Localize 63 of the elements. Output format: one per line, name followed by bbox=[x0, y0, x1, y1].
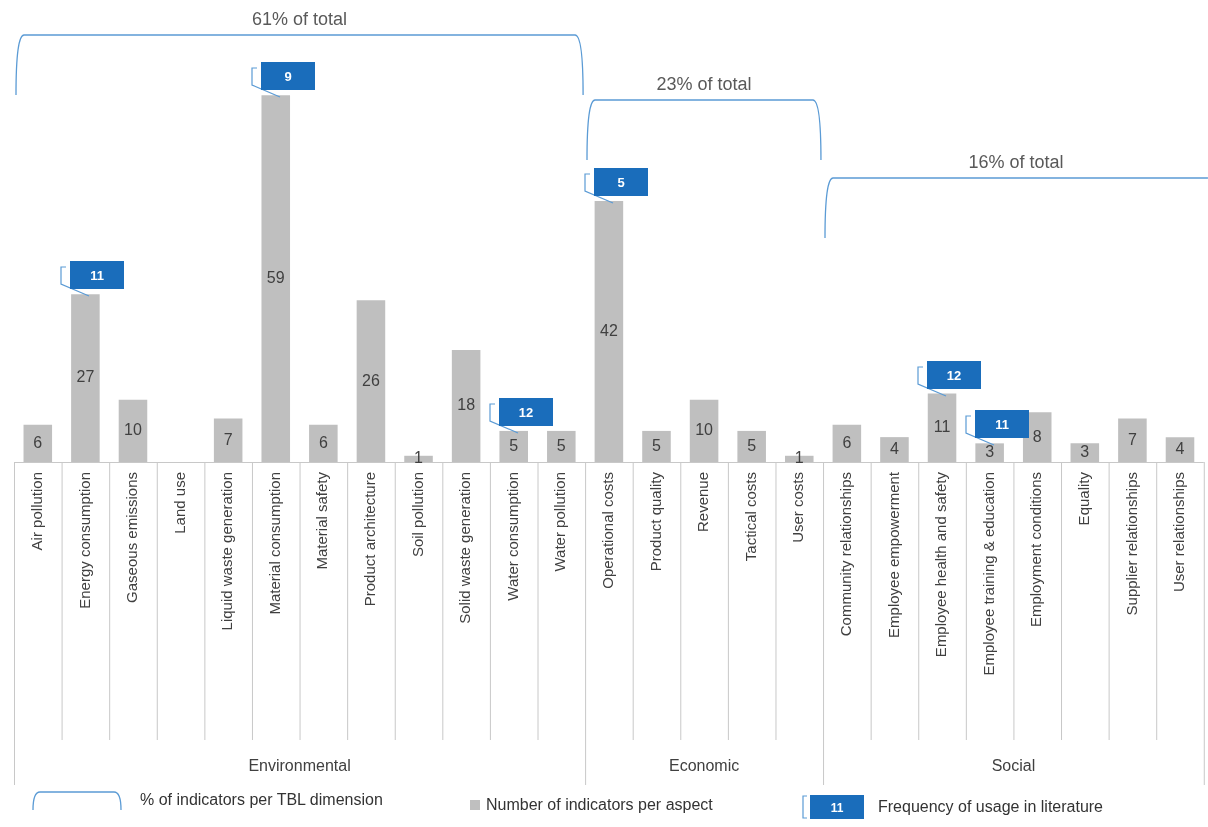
text: % of indicators per TBL dimension bbox=[140, 791, 383, 809]
x-tick-label: Liquid waste generation bbox=[218, 472, 236, 631]
data-label: 1 bbox=[414, 449, 424, 467]
x-tick-label: Land use bbox=[170, 472, 188, 534]
x-tick-label: User costs bbox=[789, 472, 807, 543]
data-label: 6 bbox=[33, 433, 43, 451]
x-tick-label: Material consumption bbox=[265, 472, 283, 615]
x-tick-label: Equality bbox=[1074, 471, 1092, 526]
x-tick-label: Employee empowerment bbox=[884, 471, 902, 638]
data-label: 27 bbox=[76, 368, 95, 386]
annotation: 11 bbox=[994, 417, 1009, 433]
x-tick-label: Air pollution bbox=[27, 472, 45, 551]
text: Frequency of usage in literature bbox=[878, 798, 1104, 816]
annotation: 11 bbox=[90, 268, 105, 284]
data-label: 8 bbox=[1032, 427, 1042, 445]
data-label: 42 bbox=[600, 321, 618, 339]
data-label: 11 bbox=[933, 418, 951, 436]
x-tick-label: Energy consumption bbox=[75, 472, 93, 609]
x-tick-label: Product quality bbox=[646, 471, 664, 572]
x-tick-label: Supplier relationships bbox=[1122, 472, 1140, 616]
x-tick-label: Community relationships bbox=[837, 472, 854, 637]
data-label: 6 bbox=[842, 433, 852, 451]
x-tick-label: Water pollution bbox=[551, 472, 569, 572]
x-tick-label: User relationships bbox=[1170, 472, 1188, 593]
x-tick-label: Solid waste generation bbox=[456, 472, 474, 624]
data-label: 5 bbox=[509, 436, 519, 454]
annotation: 12 bbox=[946, 367, 962, 383]
data-label: 4 bbox=[1175, 439, 1185, 457]
x-tick-label: Employee training & education bbox=[979, 472, 997, 676]
data-label: 5 bbox=[652, 436, 662, 454]
data-label: 6 bbox=[318, 433, 328, 451]
data-label: 5 bbox=[556, 436, 566, 454]
x-tick-label: Material safety bbox=[313, 471, 331, 570]
data-label: 26 bbox=[362, 371, 380, 389]
annotation: 9 bbox=[284, 69, 292, 85]
data-label: 18 bbox=[457, 396, 476, 414]
data-label: 5 bbox=[747, 436, 757, 454]
data-label: 3 bbox=[1080, 443, 1090, 461]
data-label: 10 bbox=[124, 421, 142, 439]
annotation: 12 bbox=[518, 404, 533, 420]
x-tick-label: Employment conditions bbox=[1027, 472, 1045, 628]
x-tick-label: Revenue bbox=[694, 472, 712, 533]
text: 23% of total bbox=[656, 73, 752, 94]
data-label: 7 bbox=[1127, 430, 1137, 448]
x-tick-label: Operational costs bbox=[599, 472, 617, 589]
x-tick-label: Gaseous emissions bbox=[123, 472, 141, 603]
annotation: 16% of total bbox=[968, 151, 1064, 172]
text: Environmental bbox=[248, 757, 351, 775]
legend-label: Number of indicators per aspect bbox=[486, 796, 713, 814]
x-tick-label: Tactical costs bbox=[741, 472, 759, 562]
text: 61% of total bbox=[252, 8, 348, 29]
data-label: 7 bbox=[223, 430, 233, 448]
text: Economic bbox=[668, 757, 740, 775]
text: Social bbox=[991, 757, 1036, 775]
data-label: 59 bbox=[266, 269, 285, 287]
data-label: 1 bbox=[794, 449, 804, 467]
annotation: 5 bbox=[617, 174, 625, 190]
x-tick-label: Employee health and safety bbox=[932, 471, 950, 658]
x-tick-label: Water consumption bbox=[503, 472, 521, 601]
x-tick-label: Soil pollution bbox=[408, 472, 426, 558]
x-tick-label: Product architecture bbox=[361, 472, 379, 607]
data-label: 4 bbox=[890, 439, 899, 457]
data-label: 10 bbox=[695, 421, 714, 439]
